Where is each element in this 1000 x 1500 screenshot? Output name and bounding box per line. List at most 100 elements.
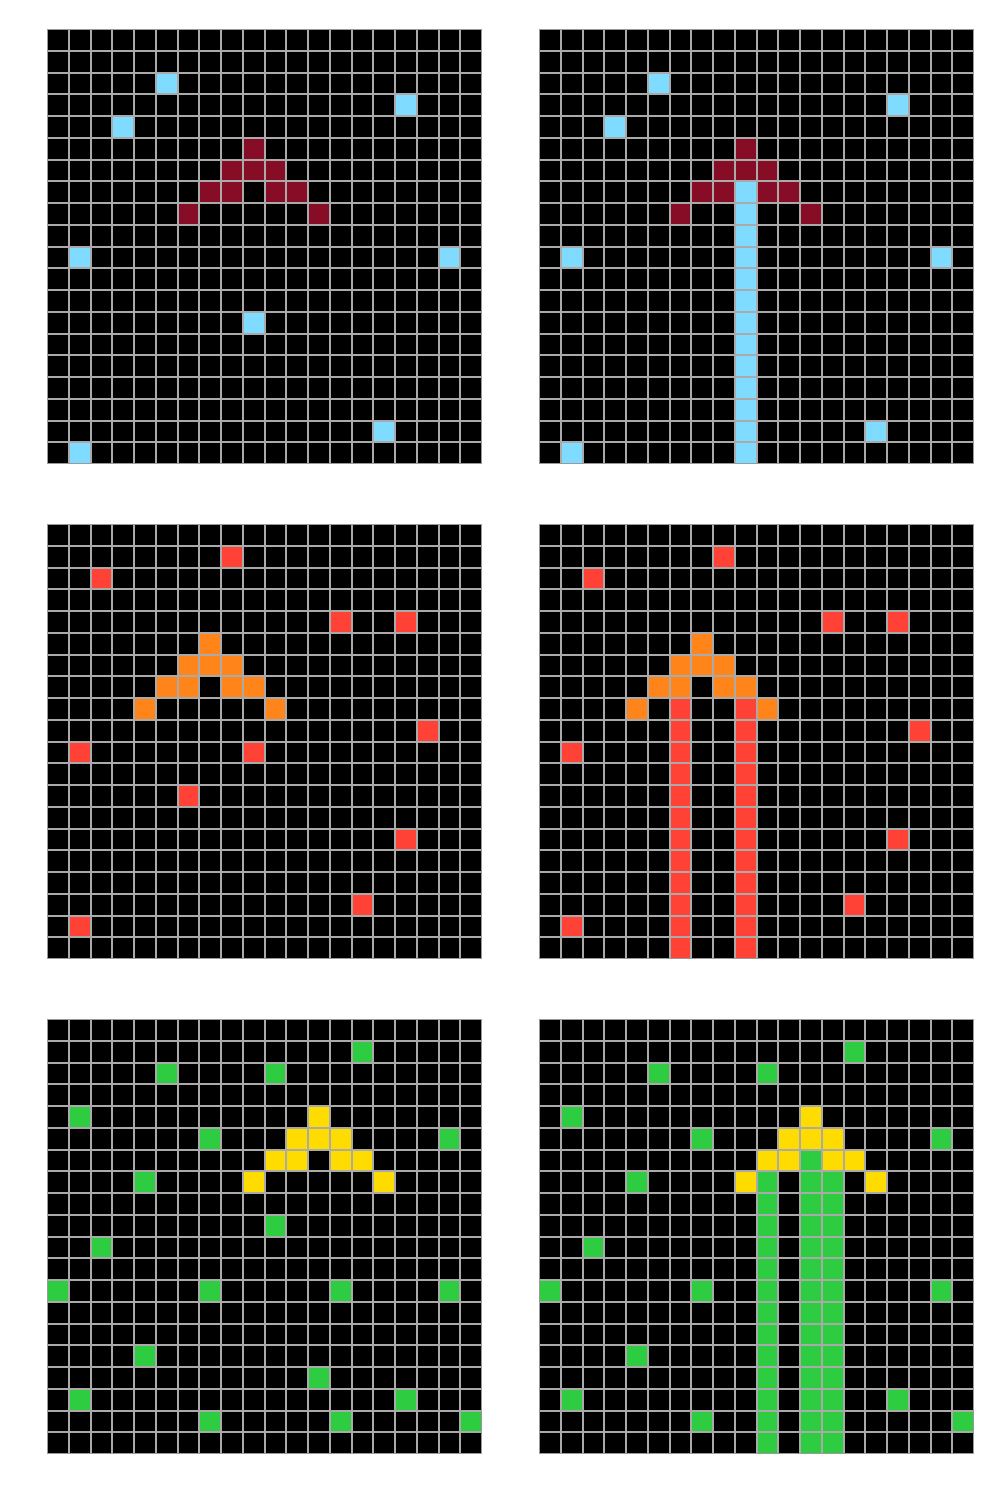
cell-empty	[605, 334, 625, 355]
cell-orange	[200, 655, 220, 676]
cell-empty	[888, 247, 908, 268]
cell-empty	[461, 443, 481, 463]
cell-empty	[866, 764, 886, 784]
cell-empty	[757, 225, 778, 246]
cell-empty	[352, 1194, 373, 1214]
cell-empty	[113, 204, 133, 224]
cell-empty	[309, 742, 329, 763]
cell-empty	[692, 204, 712, 224]
cell-empty	[374, 568, 394, 589]
cell-empty	[866, 247, 886, 268]
cell-empty	[605, 73, 625, 94]
cell-empty	[352, 851, 373, 871]
cell-empty	[113, 1085, 133, 1105]
cell-empty	[396, 399, 416, 420]
cell-red	[670, 807, 691, 828]
cell-empty	[844, 1324, 865, 1345]
cell-empty	[648, 633, 669, 654]
cell-empty	[844, 1281, 865, 1301]
cell-empty	[178, 443, 199, 463]
cell-green	[396, 1389, 416, 1410]
cell-empty	[48, 590, 68, 610]
cell-empty	[735, 1194, 756, 1214]
cell-empty	[352, 1302, 373, 1323]
cell-empty	[396, 1020, 416, 1040]
cell-empty	[583, 764, 604, 784]
cell-empty	[583, 30, 604, 50]
cell-empty	[200, 1389, 220, 1410]
cell-empty	[135, 1324, 155, 1345]
cell-empty	[243, 1085, 264, 1105]
cell-empty	[692, 269, 712, 289]
cell-green	[757, 1194, 778, 1214]
cell-empty	[439, 1020, 460, 1040]
cell-red	[561, 742, 582, 763]
cell-empty	[439, 807, 460, 828]
cell-empty	[69, 1237, 90, 1258]
cell-empty	[779, 851, 799, 871]
cell-empty	[779, 225, 799, 246]
cell-empty	[330, 247, 351, 268]
cell-empty	[243, 1150, 264, 1171]
cell-empty	[374, 269, 394, 289]
cell-empty	[200, 443, 220, 463]
cell-empty	[439, 1107, 460, 1127]
cell-empty	[156, 269, 177, 289]
cell-empty	[888, 1259, 908, 1279]
cell-empty	[243, 399, 264, 420]
cell-empty	[178, 1302, 199, 1323]
cell-empty	[735, 1063, 756, 1084]
cell-empty	[757, 546, 778, 567]
cell-empty	[757, 95, 778, 115]
cell-empty	[692, 873, 712, 893]
cell-empty	[69, 894, 90, 915]
cell-empty	[888, 764, 908, 784]
cell-empty	[801, 764, 821, 784]
cell-empty	[627, 95, 647, 115]
cell-empty	[540, 873, 560, 893]
cell-empty	[909, 1128, 930, 1149]
cell-empty	[648, 1324, 669, 1345]
cell-empty	[91, 291, 112, 311]
cell-empty	[135, 720, 155, 741]
cell-empty	[222, 894, 242, 915]
cell-empty	[561, 378, 582, 398]
cell-empty	[309, 1041, 329, 1062]
cell-empty	[439, 1150, 460, 1171]
cell-empty	[417, 356, 438, 376]
cell-empty	[222, 807, 242, 828]
cell-empty	[909, 525, 930, 545]
cell-empty	[692, 291, 712, 311]
cell-empty	[931, 873, 952, 893]
cell-empty	[178, 1433, 199, 1453]
cell-empty	[48, 1215, 68, 1236]
cell-empty	[540, 786, 560, 806]
cell-empty	[844, 525, 865, 545]
cell-empty	[48, 1368, 68, 1388]
cell-empty	[417, 612, 438, 632]
cell-skyblue	[648, 73, 669, 94]
cell-empty	[135, 1041, 155, 1062]
cell-empty	[352, 1389, 373, 1410]
cell-empty	[243, 1237, 264, 1258]
cell-empty	[374, 1041, 394, 1062]
cell-empty	[670, 1237, 691, 1258]
cell-empty	[692, 938, 712, 958]
cell-empty	[48, 1194, 68, 1214]
cell-empty	[135, 312, 155, 333]
cell-empty	[243, 1259, 264, 1279]
cell-empty	[200, 568, 220, 589]
cell-empty	[561, 1128, 582, 1149]
cell-empty	[352, 421, 373, 442]
cell-empty	[461, 807, 481, 828]
cell-empty	[396, 916, 416, 937]
cell-empty	[540, 399, 560, 420]
cell-green	[822, 1389, 843, 1410]
cell-green	[200, 1281, 220, 1301]
cell-empty	[822, 546, 843, 567]
cell-empty	[692, 764, 712, 784]
cell-empty	[909, 204, 930, 224]
cell-empty	[69, 633, 90, 654]
cell-empty	[844, 851, 865, 871]
cell-empty	[692, 677, 712, 697]
